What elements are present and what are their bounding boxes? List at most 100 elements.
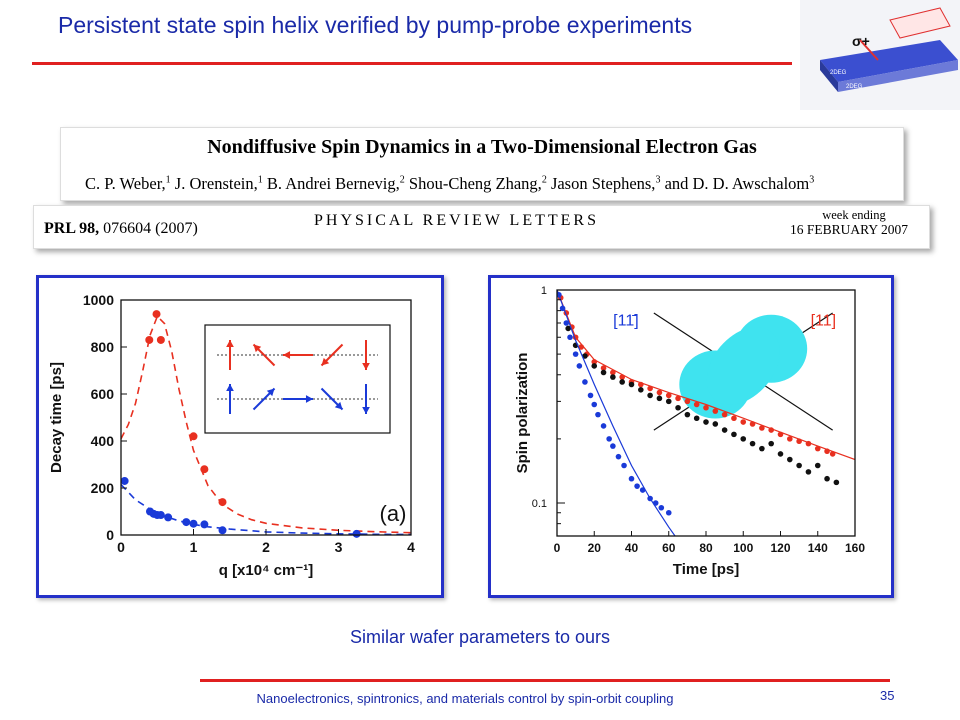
data-point — [567, 334, 573, 341]
data-point — [833, 479, 840, 486]
footer-divider — [200, 679, 890, 682]
y-tick-label: 600 — [91, 386, 115, 402]
data-point — [768, 427, 774, 433]
data-point — [591, 359, 598, 365]
x-tick-label: 0 — [117, 539, 125, 555]
data-point — [591, 363, 598, 369]
data-point — [352, 529, 361, 538]
data-point — [805, 440, 812, 447]
fit-curve — [120, 483, 412, 536]
data-point — [656, 389, 663, 396]
spin-distribution-core — [706, 327, 780, 405]
spin-arrowhead — [283, 351, 291, 359]
spin-polarization-figure: 0 20 40 60 80 100 120 140 160 0.1 1 Time [ps] Spin p… — [488, 275, 894, 598]
spin-polarization-chart: 0 20 40 60 80 100 120 140 160 0.1 1 Time [ps] Spin p… — [514, 285, 865, 578]
device-illustration: σ+ 2DEG 2DEG — [800, 0, 960, 110]
y-axis-label: Spin polarization — [514, 353, 531, 474]
data-point — [647, 392, 653, 399]
data-point — [665, 392, 672, 399]
data-point — [703, 404, 709, 411]
data-point — [768, 440, 774, 447]
x-tick-label: 60 — [662, 541, 676, 555]
paper-title: Nondiffusive Spin Dynamics in a Two-Dime… — [207, 136, 757, 158]
y-tick-label: 800 — [91, 339, 115, 355]
data-point — [749, 421, 756, 427]
data-point — [675, 404, 681, 411]
data-point — [563, 320, 570, 326]
pump-beam — [889, 7, 951, 39]
data-point — [665, 398, 672, 405]
x-tick-label: 2 — [262, 539, 270, 555]
data-point — [731, 415, 737, 422]
data-point — [164, 513, 173, 522]
device-slab — [820, 40, 958, 82]
x-tick-label: 120 — [770, 541, 790, 555]
data-point — [619, 379, 625, 385]
data-point — [557, 291, 562, 298]
data-point — [218, 498, 227, 507]
data-point — [152, 310, 161, 319]
author-affiliation: 2 — [541, 174, 547, 186]
y-tick-label: 400 — [91, 433, 115, 449]
device-slab-side — [820, 60, 838, 92]
data-point — [684, 411, 691, 418]
data-point — [824, 448, 830, 455]
data-point — [665, 509, 672, 516]
direction-label-red: [11] — [811, 313, 837, 330]
author-affiliation: 2 — [399, 174, 405, 186]
data-point — [638, 386, 644, 393]
data-point — [829, 451, 836, 457]
data-point — [621, 462, 627, 469]
data-point — [814, 445, 821, 452]
data-point — [156, 511, 165, 520]
data-point — [721, 411, 728, 418]
journal-citation: PRL 98, 076604 (2007) — [44, 220, 198, 238]
x-axis-label: q [x10⁴ cm⁻¹] — [219, 562, 314, 579]
author-affiliation: 3 — [655, 174, 661, 186]
article-number: 076604 (2007) — [103, 220, 198, 237]
data-point — [749, 440, 756, 447]
paper-header: Nondiffusive Spin Dynamics in a Two-Dime… — [60, 127, 904, 201]
data-point — [787, 456, 793, 463]
spin-arrowhead — [334, 401, 343, 410]
data-point — [647, 385, 653, 392]
data-point — [582, 353, 588, 359]
author-affiliation: 3 — [809, 174, 815, 186]
decay-time-chart: 0 1 2 3 4 0 200 400 600 800 1000 q [x10⁴ cm⁻¹] Decay… — [48, 292, 415, 579]
data-point — [587, 392, 594, 399]
data-point — [759, 445, 765, 452]
spin-arrowhead — [226, 384, 234, 392]
x-tick-label: 140 — [808, 541, 828, 555]
data-point — [576, 363, 583, 369]
data-point — [606, 436, 612, 442]
data-point — [572, 351, 579, 357]
data-point — [647, 495, 653, 502]
data-point — [595, 411, 601, 418]
device-slab-front — [838, 60, 958, 92]
data-point — [200, 465, 209, 474]
data-point — [777, 431, 784, 438]
fit-curve — [557, 290, 676, 536]
publication-date: 16 FEBRUARY 2007 — [789, 222, 909, 237]
author-affiliation: 1 — [165, 174, 171, 186]
data-point — [824, 475, 830, 482]
x-tick-label: 80 — [699, 541, 713, 555]
spin-arrowhead — [253, 344, 262, 353]
data-point — [721, 427, 728, 433]
data-point — [777, 451, 784, 457]
data-point — [787, 436, 793, 442]
x-tick-label: 1 — [190, 539, 198, 555]
spin-arrowhead — [305, 395, 313, 403]
data-point — [582, 379, 588, 385]
x-tick-label: 160 — [845, 541, 865, 555]
data-point — [200, 520, 209, 529]
slide-title: Persistent state spin helix verified by … — [58, 12, 693, 38]
data-point — [712, 421, 719, 427]
author-name: C. P. Weber, — [85, 174, 166, 193]
data-point — [610, 369, 616, 376]
data-point — [628, 381, 635, 388]
data-point — [638, 381, 644, 388]
y-tick-label: 0 — [106, 527, 114, 543]
data-point — [628, 475, 635, 482]
x-tick-label: 40 — [625, 541, 639, 555]
